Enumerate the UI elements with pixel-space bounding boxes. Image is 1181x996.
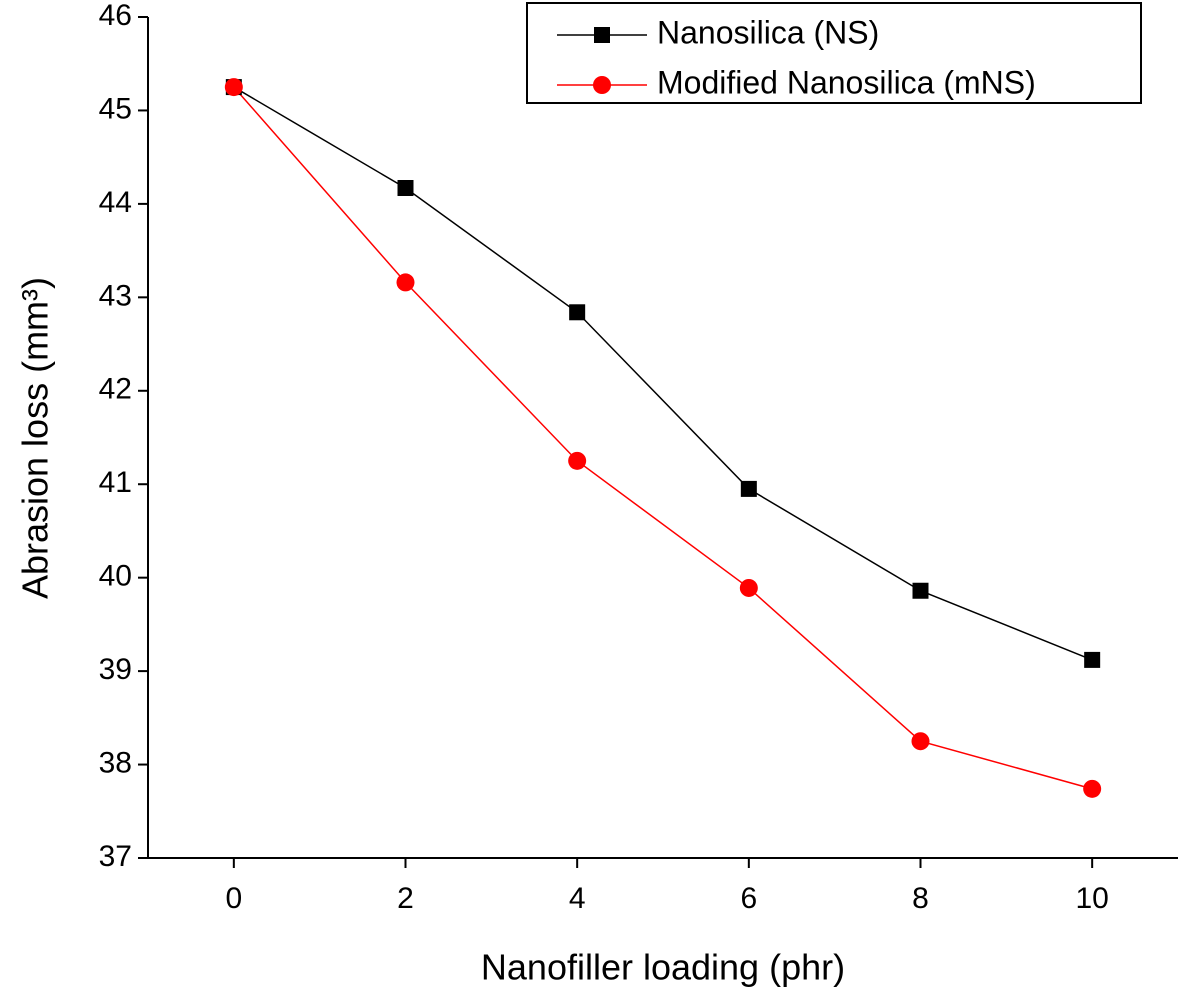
- x-tick-label: 4: [569, 882, 586, 915]
- marker: [740, 480, 757, 497]
- x-tick-label: 10: [1075, 882, 1108, 915]
- marker: [397, 180, 414, 197]
- y-tick-label: 46: [99, 0, 132, 32]
- legend-label: Nanosilica (NS): [657, 14, 879, 50]
- marker: [568, 451, 587, 470]
- x-tick-label: 8: [912, 882, 929, 915]
- x-axis-label: Nanofiller loading (phr): [481, 947, 845, 988]
- y-tick-label: 42: [99, 373, 132, 406]
- x-tick-label: 6: [740, 882, 757, 915]
- y-tick-label: 43: [99, 279, 132, 312]
- y-tick-label: 45: [99, 92, 132, 125]
- y-tick-label: 44: [99, 186, 132, 219]
- y-tick-label: 41: [99, 466, 132, 499]
- y-tick-label: 40: [99, 560, 132, 593]
- series-line: [233, 86, 1093, 661]
- legend-label: Modified Nanosilica (mNS): [657, 64, 1036, 100]
- marker: [912, 582, 929, 599]
- marker: [911, 732, 930, 751]
- x-tick-label: 0: [225, 882, 242, 915]
- marker: [1084, 651, 1101, 668]
- legend-marker: [593, 76, 611, 94]
- marker: [739, 578, 758, 597]
- series-line: [233, 86, 1093, 790]
- legend-marker: [594, 27, 610, 43]
- legend-box: [526, 2, 1142, 104]
- x-tick-label: 2: [397, 882, 414, 915]
- y-tick-label: 38: [99, 746, 132, 779]
- marker: [224, 78, 243, 97]
- y-tick-label: 39: [99, 653, 132, 686]
- y-axis-label: Abrasion loss (mm³): [15, 277, 56, 599]
- marker: [569, 304, 586, 321]
- y-tick-label: 37: [99, 840, 132, 873]
- marker: [396, 273, 415, 292]
- marker: [1083, 779, 1102, 798]
